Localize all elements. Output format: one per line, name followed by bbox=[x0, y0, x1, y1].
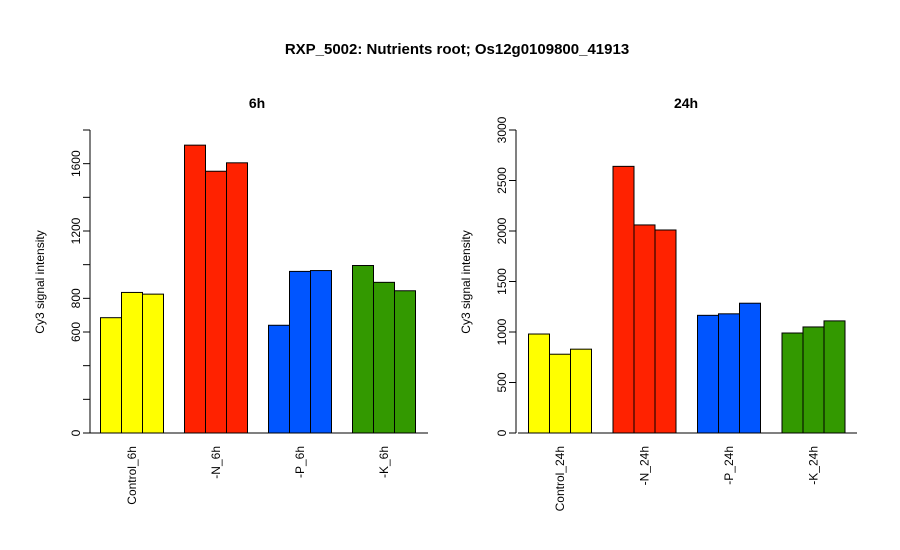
x-tick-label: -P_24h bbox=[722, 446, 736, 485]
y-axis-label-24h: Cy3 signal intensity bbox=[459, 230, 473, 333]
y-tick-label: 2000 bbox=[495, 217, 509, 244]
x-tick-label: -K_24h bbox=[807, 446, 821, 485]
bar--K_24h-rep1 bbox=[781, 332, 804, 434]
bar--K_6h-rep1 bbox=[352, 265, 374, 434]
bar--P_24h-rep1 bbox=[697, 314, 719, 434]
bar--P_24h-rep3 bbox=[739, 302, 761, 434]
panel-6h: 6h Cy3 signal intensity 060080012001600 … bbox=[33, 95, 428, 505]
y-tick-label: 0 bbox=[69, 429, 83, 436]
y-tick-label: 1600 bbox=[69, 150, 83, 177]
bar--P_6h-rep1 bbox=[268, 324, 290, 434]
bar--N_6h-rep1 bbox=[184, 144, 206, 434]
y-tick-label: 3000 bbox=[495, 116, 509, 143]
y-axis-label-6h: Cy3 signal intensity bbox=[33, 230, 47, 333]
y-tick-label: 2500 bbox=[495, 167, 509, 194]
x-tick-label: -N_24h bbox=[638, 446, 652, 485]
bar-Control_6h-rep3 bbox=[142, 293, 164, 434]
bar--N_6h-rep2 bbox=[205, 170, 227, 434]
y-tick-label: 1000 bbox=[495, 318, 509, 345]
x-axis-24h: Control_24h -N_24h -P_24h -K_24h bbox=[518, 432, 857, 511]
bar--P_6h-rep3 bbox=[310, 270, 332, 434]
bar--P_24h-rep2 bbox=[718, 313, 740, 434]
bar-Control_24h-rep3 bbox=[570, 348, 592, 434]
x-tick-label: Control_6h bbox=[125, 446, 139, 505]
y-tick-label: 1200 bbox=[69, 217, 83, 244]
bar--N_24h-rep2 bbox=[633, 224, 656, 434]
y-tick-label: 600 bbox=[69, 322, 83, 342]
bar-Control_6h-rep2 bbox=[121, 291, 143, 434]
bar--K_24h-rep2 bbox=[802, 326, 825, 434]
y-axis-6h: 0 600 800 1200 1600 bbox=[69, 129, 91, 436]
y-axis-24h: 0 500 1000 1500 2000 2500 3000 bbox=[495, 116, 517, 436]
bar-Control_6h-rep1 bbox=[100, 317, 122, 434]
x-tick-label: -P_6h bbox=[293, 446, 307, 478]
y-tick-label: 500 bbox=[495, 372, 509, 392]
y-tick-label: 1500 bbox=[495, 268, 509, 295]
bar--K_24h-rep3 bbox=[823, 320, 846, 434]
bar--K_6h-rep2 bbox=[373, 281, 395, 434]
y-tick-label: 800 bbox=[69, 288, 83, 308]
x-tick-label: -N_6h bbox=[209, 446, 223, 479]
x-tick-label: Control_24h bbox=[553, 446, 567, 511]
bars-24h bbox=[528, 165, 846, 434]
panel-title-24h: 24h bbox=[674, 95, 698, 111]
figure-title: RXP_5002: Nutrients root; Os12g0109800_4… bbox=[285, 41, 629, 58]
bar--K_6h-rep3 bbox=[394, 290, 416, 434]
bar--N_6h-rep3 bbox=[226, 162, 248, 434]
bar--N_24h-rep3 bbox=[654, 229, 677, 434]
x-axis-6h: Control_6h -N_6h -P_6h -K_6h bbox=[90, 432, 428, 505]
panel-24h: 24h Cy3 signal intensity 0 500 1000 1500 200… bbox=[459, 95, 857, 511]
bar-Control_24h-rep1 bbox=[528, 333, 550, 434]
x-tick-label: -K_6h bbox=[377, 446, 391, 478]
bar--P_6h-rep2 bbox=[289, 270, 311, 434]
bars-6h bbox=[100, 144, 416, 434]
y-tick-label: 0 bbox=[495, 429, 509, 436]
panel-title-6h: 6h bbox=[249, 95, 265, 111]
bar-Control_24h-rep2 bbox=[549, 353, 571, 434]
bar--N_24h-rep1 bbox=[612, 165, 635, 434]
